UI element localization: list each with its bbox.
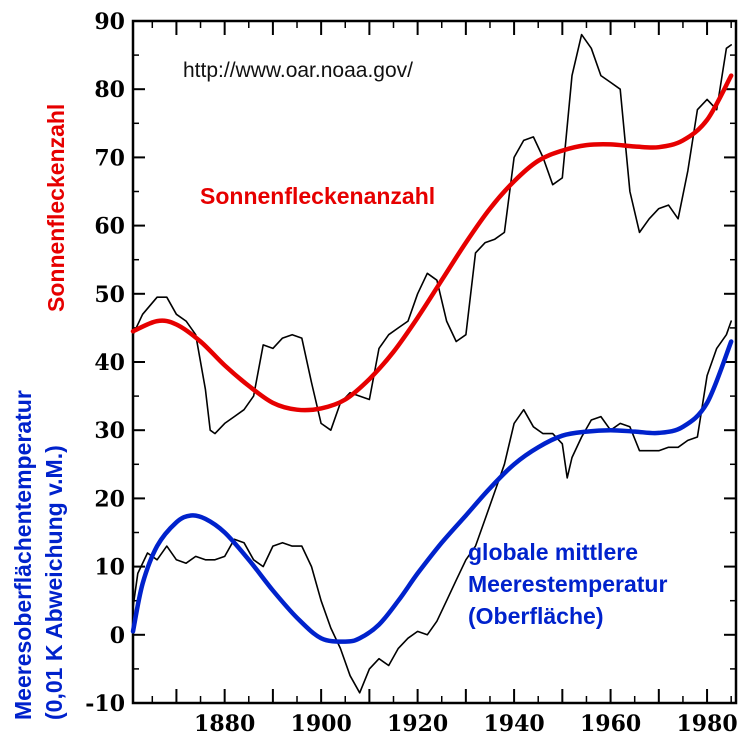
left-axis-label-sunspot: Sonnenfleckenzahl [43, 104, 69, 312]
y-tick-label: 20 [94, 486, 125, 512]
left-axis-label-sst-line1: Meeresoberflächentemperatur [10, 390, 36, 720]
y-tick-label: 30 [94, 418, 125, 444]
sunspot-smooth-line [130, 73, 734, 413]
sunspot-raw-line [132, 33, 732, 435]
series-lines [130, 33, 734, 694]
y-tick-label: 80 [94, 77, 125, 103]
x-tick-label: 1900 [291, 711, 352, 737]
source-url: http://www.oar.noaa.gov/ [183, 59, 413, 82]
y-tick-label: 0 [110, 623, 125, 649]
y-tick-label: 40 [94, 350, 125, 376]
x-tick-label: 1940 [483, 711, 544, 737]
sst-series-label-line1: globale mittlere [468, 539, 638, 565]
x-tick-label: 1920 [387, 711, 448, 737]
axis-tick-labels: -10 0 10 20 30 40 50 60 70 80 90 1880 1900 1920 1940 19… [85, 9, 737, 737]
sst-smooth-line [130, 339, 734, 644]
y-tick-label: 10 [94, 555, 125, 581]
axis-ticks [133, 20, 736, 704]
x-tick-label: 1980 [676, 711, 737, 737]
x-tick-label: 1960 [580, 711, 641, 737]
sst-raw-line [132, 320, 732, 694]
y-tick-label: 90 [94, 9, 125, 35]
y-tick-label: 50 [94, 282, 125, 308]
sst-series-label-line3: (Oberfläche) [468, 603, 603, 629]
y-tick-label: 60 [94, 214, 125, 240]
y-tick-label: -10 [85, 691, 125, 717]
x-tick-label: 1880 [194, 711, 255, 737]
sst-series-label-line2: Meerestemperatur [468, 571, 667, 597]
sunspot-series-label: Sonnenfleckenanzahl [200, 183, 435, 209]
y-tick-label: 70 [94, 145, 125, 171]
left-axis-label-sst-line2: (0,01 K Abweichung v.M.) [41, 445, 67, 720]
